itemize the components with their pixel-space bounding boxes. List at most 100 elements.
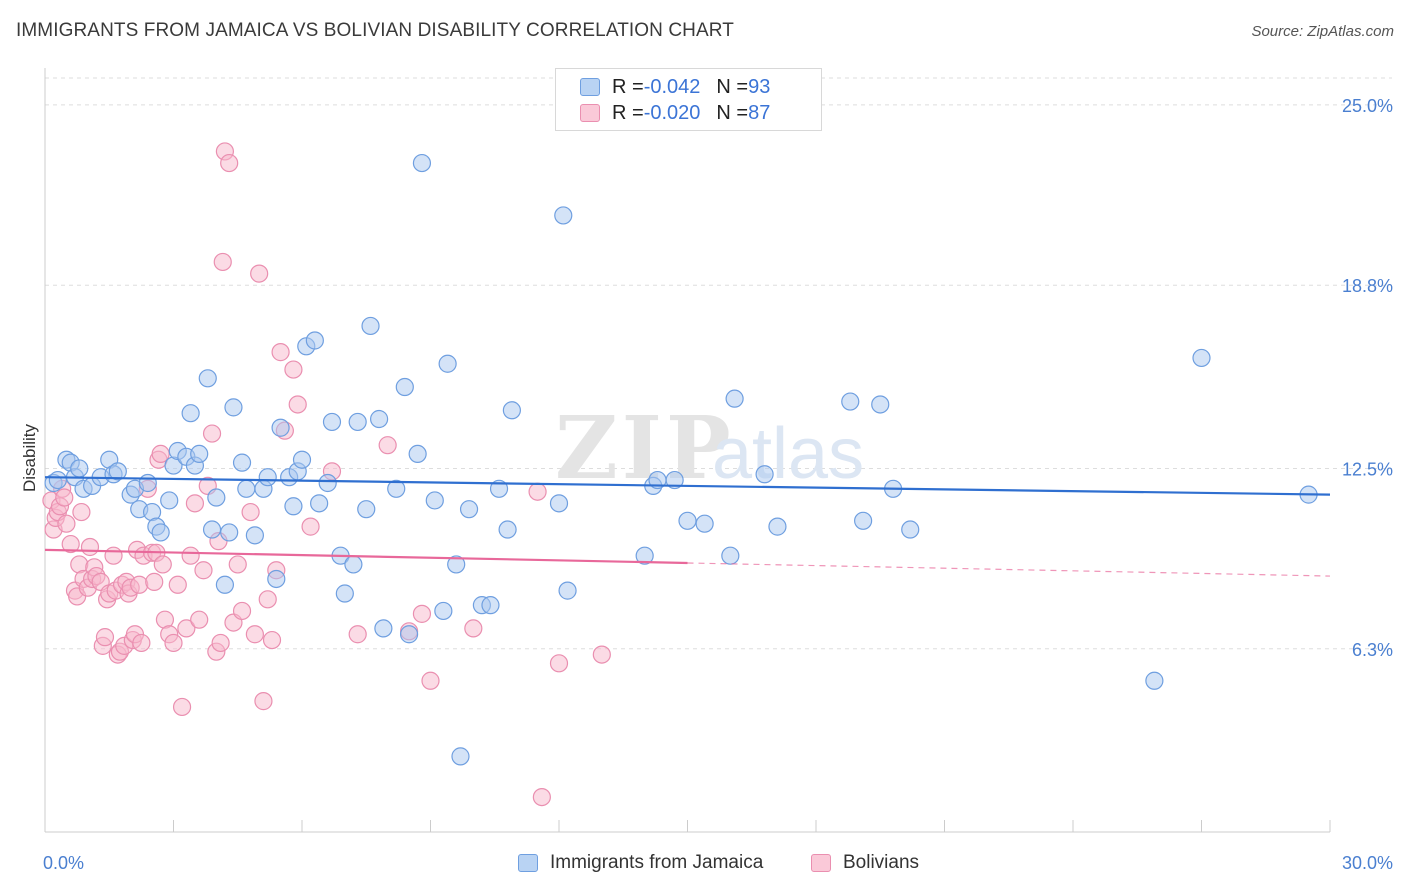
bolivians-point xyxy=(245,625,264,644)
jamaica-point xyxy=(434,601,453,621)
bolivians-point xyxy=(72,502,91,522)
source-label: Source: ZipAtlas.com xyxy=(1251,23,1394,40)
bolivians-point xyxy=(145,572,164,591)
jamaica-point xyxy=(267,569,286,589)
trend-lines xyxy=(44,476,1331,577)
jamaica-point xyxy=(322,412,342,432)
jamaica-point xyxy=(370,409,389,429)
watermark-zip: ZIP xyxy=(555,398,735,499)
jamaica-point xyxy=(871,395,890,414)
bolivians-point xyxy=(378,436,397,455)
legend-label-jamaica: Immigrants from Jamaica xyxy=(550,852,764,873)
jamaica-point xyxy=(181,404,200,423)
x-tick-label: 30.0% xyxy=(1342,853,1393,873)
legend-n-value: 93 xyxy=(748,75,771,98)
legend-swatch-jamaica xyxy=(580,78,600,96)
jamaica-point xyxy=(451,747,470,766)
bolivians-point xyxy=(104,546,123,565)
jamaica-point xyxy=(549,494,569,513)
jamaica-point xyxy=(374,619,393,638)
jamaica-point xyxy=(841,392,860,411)
jamaica-point xyxy=(755,465,774,484)
jamaica-point xyxy=(695,514,714,533)
legend-swatch-bolivians xyxy=(580,104,600,122)
legend-n-value: 87 xyxy=(748,101,771,124)
bolivians-point xyxy=(528,482,547,501)
jamaica-point xyxy=(412,153,432,173)
x-tick-labels: 0.0% 30.0% xyxy=(43,853,1393,873)
legend-swatch-jamaica xyxy=(518,854,538,872)
jamaica-point xyxy=(232,453,252,472)
jamaica-point xyxy=(665,470,684,490)
jamaica-point xyxy=(554,206,573,225)
bolivians-point xyxy=(61,534,80,554)
bolivians-point xyxy=(421,671,440,690)
jamaica-point xyxy=(108,462,127,481)
legend-r-value: -0.020 xyxy=(643,101,701,124)
jamaica-point xyxy=(70,459,89,478)
y-tick-label: 18.8% xyxy=(1342,276,1393,296)
jamaica-point xyxy=(387,479,406,498)
jamaica-point xyxy=(502,401,521,420)
jamaica-point xyxy=(768,517,787,536)
jamaica-point xyxy=(207,488,226,507)
jamaica-point xyxy=(399,625,419,644)
legend-item-jamaica: Immigrants from Jamaica xyxy=(518,852,763,874)
jamaica-point xyxy=(284,497,303,516)
bolivians-point xyxy=(549,654,569,673)
bolivians-point xyxy=(592,645,611,664)
bolivians-point xyxy=(301,517,320,536)
jamaica-point xyxy=(292,450,312,469)
legend-row-bolivians: R = -0.020 N = 87 xyxy=(580,100,770,126)
watermark-atlas: atlas xyxy=(712,414,864,494)
jamaica-point xyxy=(1145,671,1164,690)
bolivians-point xyxy=(228,555,247,574)
bolivians-point xyxy=(172,697,192,717)
y-axis-label: Disability xyxy=(20,423,39,492)
legend-item-bolivians: Bolivians xyxy=(811,852,919,874)
bolivians-point xyxy=(177,619,196,638)
bolivians-points xyxy=(42,142,611,807)
bolivians-point xyxy=(284,360,303,379)
jamaica-point xyxy=(1192,348,1211,368)
jamaica-point xyxy=(215,575,234,594)
jamaica-trend-line xyxy=(44,476,1331,496)
jamaica-point xyxy=(678,511,697,530)
jamaica-point xyxy=(357,500,376,519)
jamaica-point xyxy=(725,389,744,408)
jamaica-point xyxy=(305,331,324,350)
jamaica-point xyxy=(151,523,170,542)
x-tick-label: 0.0% xyxy=(43,853,84,873)
jamaica-point xyxy=(438,354,457,373)
bolivians-point xyxy=(80,537,100,557)
jamaica-point xyxy=(447,555,466,574)
y-tick-label: 12.5% xyxy=(1342,459,1393,479)
jamaica-point xyxy=(408,444,427,464)
y-tick-labels: 6.3% 12.5% 18.8% 25.0% xyxy=(1342,96,1393,660)
bolivians-point xyxy=(254,692,273,711)
bolivians-point xyxy=(151,444,170,464)
bolivians-point xyxy=(185,494,205,513)
legend-swatch-bolivians xyxy=(811,854,831,872)
y-tick-label: 25.0% xyxy=(1342,96,1393,116)
jamaica-point xyxy=(237,479,256,498)
jamaica-point xyxy=(220,523,239,542)
jamaica-point xyxy=(489,479,509,498)
jamaica-point xyxy=(245,526,264,545)
legend-r-label: R = xyxy=(612,75,644,98)
jamaica-point xyxy=(271,418,290,437)
jamaica-point xyxy=(335,584,354,603)
bolivians-point xyxy=(202,424,222,443)
bolivians-point xyxy=(232,601,252,621)
bolivians-point xyxy=(181,546,200,565)
jamaica-point xyxy=(310,494,329,513)
series-legend: Immigrants from Jamaica Bolivians xyxy=(0,852,1406,878)
legend-n-label: N = xyxy=(716,75,749,98)
gridlines xyxy=(45,77,1392,650)
bolivians-point xyxy=(241,502,260,522)
jamaica-point xyxy=(258,468,277,487)
bolivians-point xyxy=(258,590,277,609)
bolivians-point xyxy=(95,628,115,647)
jamaica-point xyxy=(48,470,67,490)
bolivians-point xyxy=(271,343,290,362)
